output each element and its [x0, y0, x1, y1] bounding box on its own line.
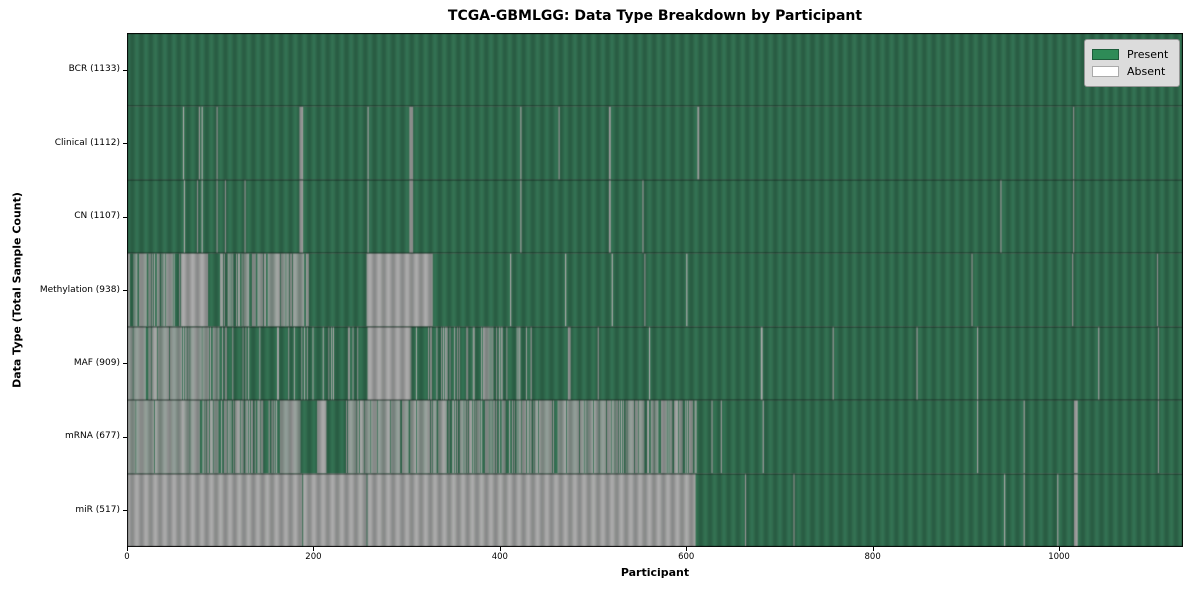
x-tick-mark: [686, 547, 688, 551]
y-tick-mark: [123, 216, 127, 218]
y-tick-mark: [123, 69, 127, 71]
x-tick-label: 1000: [1048, 552, 1070, 562]
chart-title: TCGA-GBMLGG: Data Type Breakdown by Part…: [447, 8, 863, 24]
legend-absent-label: Absent: [1127, 65, 1166, 78]
y-tick-mark: [123, 510, 127, 512]
legend-item-present: Present: [1092, 46, 1172, 63]
x-tick-label: 800: [864, 552, 881, 562]
x-tick-label: 0: [124, 552, 130, 562]
x-axis-label: Participant: [620, 566, 690, 579]
legend-present-label: Present: [1127, 48, 1169, 61]
x-tick-mark: [1059, 547, 1061, 551]
x-tick-mark: [313, 547, 315, 551]
y-tick-mark: [123, 290, 127, 291]
y-tick-mark: [123, 363, 127, 365]
x-tick-mark: [499, 547, 501, 551]
y-tick-label: CN (1107): [74, 211, 120, 222]
x-tick-mark: [127, 547, 128, 551]
y-tick-label: Clinical (1112): [54, 137, 120, 148]
legend: Present Absent: [1084, 39, 1180, 87]
y-axis-label: Data Type (Total Sample Count): [10, 192, 24, 388]
y-tick-label: MAF (909): [73, 357, 120, 368]
y-tick-label: mRNA (677): [65, 431, 120, 442]
y-tick-label: miR (517): [75, 504, 120, 515]
plot-area: [127, 33, 1183, 547]
y-tick-label: BCR (1133): [68, 64, 120, 75]
y-tick-label: Methylation (938): [39, 284, 120, 295]
y-tick-mark: [123, 436, 127, 438]
x-tick-label: 600: [678, 552, 695, 562]
x-tick-label: 400: [491, 552, 508, 562]
x-tick-mark: [872, 547, 874, 551]
legend-absent-swatch: [1092, 66, 1119, 77]
legend-item-absent: Absent: [1092, 63, 1172, 80]
y-tick-mark: [123, 143, 127, 145]
legend-present-swatch: [1092, 49, 1119, 60]
x-tick-label: 200: [305, 552, 322, 562]
